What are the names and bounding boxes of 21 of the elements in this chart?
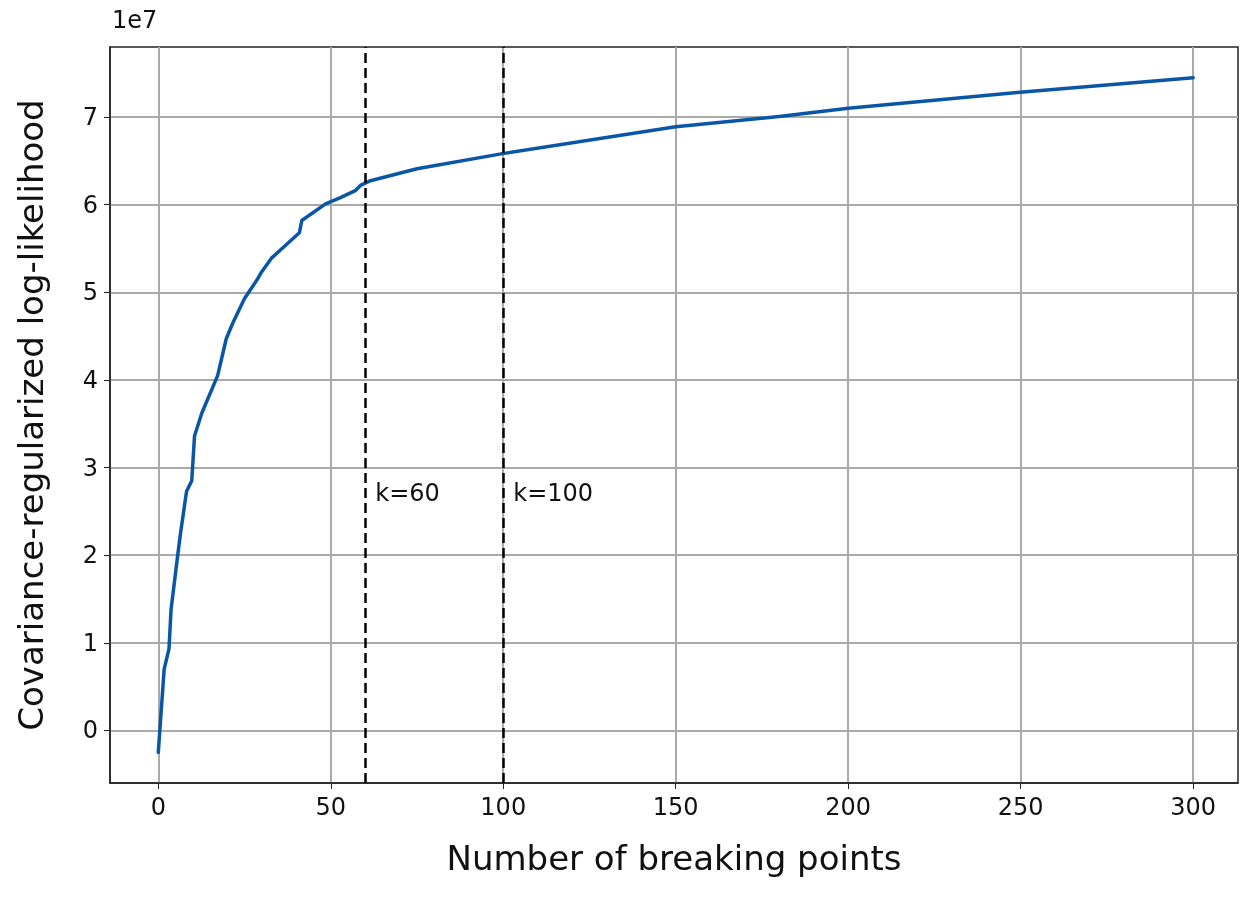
- x-tick-label: 150: [652, 793, 699, 821]
- x-tick-label: 200: [825, 793, 872, 821]
- y-tick-label: 3: [82, 453, 98, 482]
- y-axis-title: Covariance-regularized log-likelihood: [11, 99, 51, 731]
- y-tick-label: 1: [82, 628, 98, 657]
- y-tick-label: 0: [82, 716, 98, 745]
- y-tick-label: 5: [82, 278, 98, 307]
- ref-line-label: k=100: [513, 479, 594, 508]
- x-tick-label: 0: [150, 793, 166, 821]
- x-axis-title: Number of breaking points: [446, 838, 902, 878]
- y-tick-label: 6: [82, 190, 98, 219]
- ref-line-label: k=60: [375, 479, 440, 508]
- x-tick-label: 100: [480, 793, 527, 821]
- x-tick-label: 250: [997, 793, 1044, 821]
- x-tick-label: 50: [315, 793, 347, 821]
- y-tick-label: 4: [82, 365, 98, 394]
- y-tick-label: 7: [82, 103, 98, 132]
- text: 1e7: [112, 6, 158, 34]
- line-series: [156, 75, 1195, 755]
- x-tick-label: 300: [1170, 793, 1217, 821]
- y-tick-label: 2: [82, 541, 98, 570]
